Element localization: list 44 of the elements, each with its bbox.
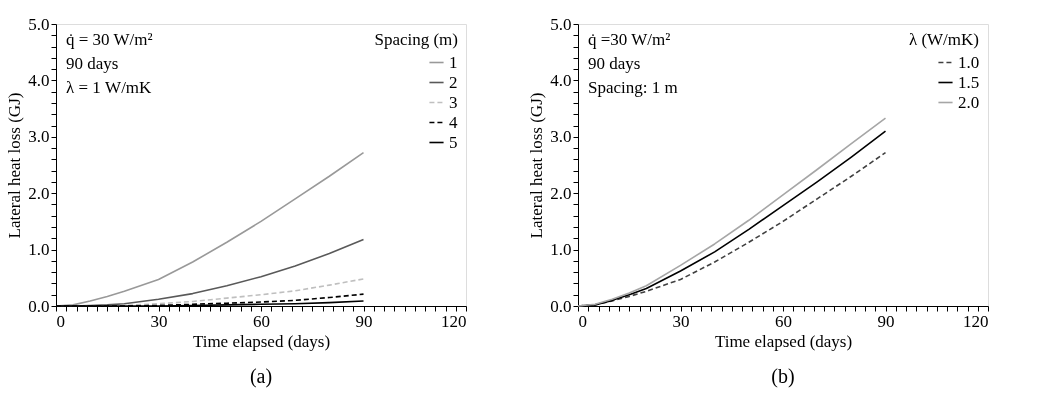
legend-label: 1.0 [958, 52, 980, 72]
x-tick-label: 0 [578, 311, 587, 331]
x-axis-title: Time elapsed (days) [192, 331, 331, 351]
y-tick-label: 0.0 [550, 296, 572, 316]
y-tick-label: 4.0 [28, 70, 50, 90]
x-tick-label: 90 [355, 311, 373, 331]
legend-label: 3 [449, 92, 458, 112]
annotation: λ = 1 W/mK [66, 78, 153, 97]
legend-title: Spacing (m) [374, 30, 458, 49]
text: (a) [249, 365, 273, 388]
annotation: q̇ = 30 W/m² [66, 30, 153, 49]
legend-label: 5 [449, 132, 458, 152]
x-tick-label: 30 [672, 311, 690, 331]
annotation: 90 days [66, 54, 119, 73]
x-tick-label: 30 [150, 311, 168, 331]
annotation: q̇ =30 W/m² [588, 30, 671, 49]
y-axis-title: Lateral heat loss (GJ) [527, 92, 547, 239]
annotation: 90 days [588, 54, 641, 73]
y-tick-label: 2.0 [550, 183, 572, 203]
x-tick-label: 60 [253, 311, 270, 331]
legend-label: 4 [449, 112, 458, 132]
y-axis-title: Lateral heat loss (GJ) [5, 92, 25, 239]
y-tick-label: 2.0 [28, 183, 50, 203]
x-tick-label: 0 [56, 311, 65, 331]
x-tick-label: 120 [963, 311, 989, 331]
x-tick-label: 120 [441, 311, 467, 331]
x-axis-title: Time elapsed (days) [714, 331, 853, 351]
legend-title: λ (W/mK) [908, 30, 979, 49]
annotation: Spacing: 1 m [588, 78, 678, 97]
y-tick-label: 3.0 [28, 127, 50, 147]
y-tick-label: 0.0 [28, 296, 50, 316]
y-tick-label: 1.0 [550, 240, 572, 260]
x-tick-label: 90 [877, 311, 895, 331]
y-tick-label: 3.0 [550, 127, 572, 147]
legend-label: 2.0 [958, 92, 980, 112]
legend-label: 1 [449, 52, 458, 72]
y-tick-label: 5.0 [28, 14, 50, 34]
legend-label: 2 [449, 72, 458, 92]
y-tick-label: 1.0 [28, 240, 50, 260]
x-tick-label: 60 [775, 311, 792, 331]
text: (b) [771, 365, 795, 388]
y-tick-label: 4.0 [550, 70, 572, 90]
y-tick-label: 5.0 [550, 14, 572, 34]
legend-label: 1.5 [958, 72, 980, 92]
